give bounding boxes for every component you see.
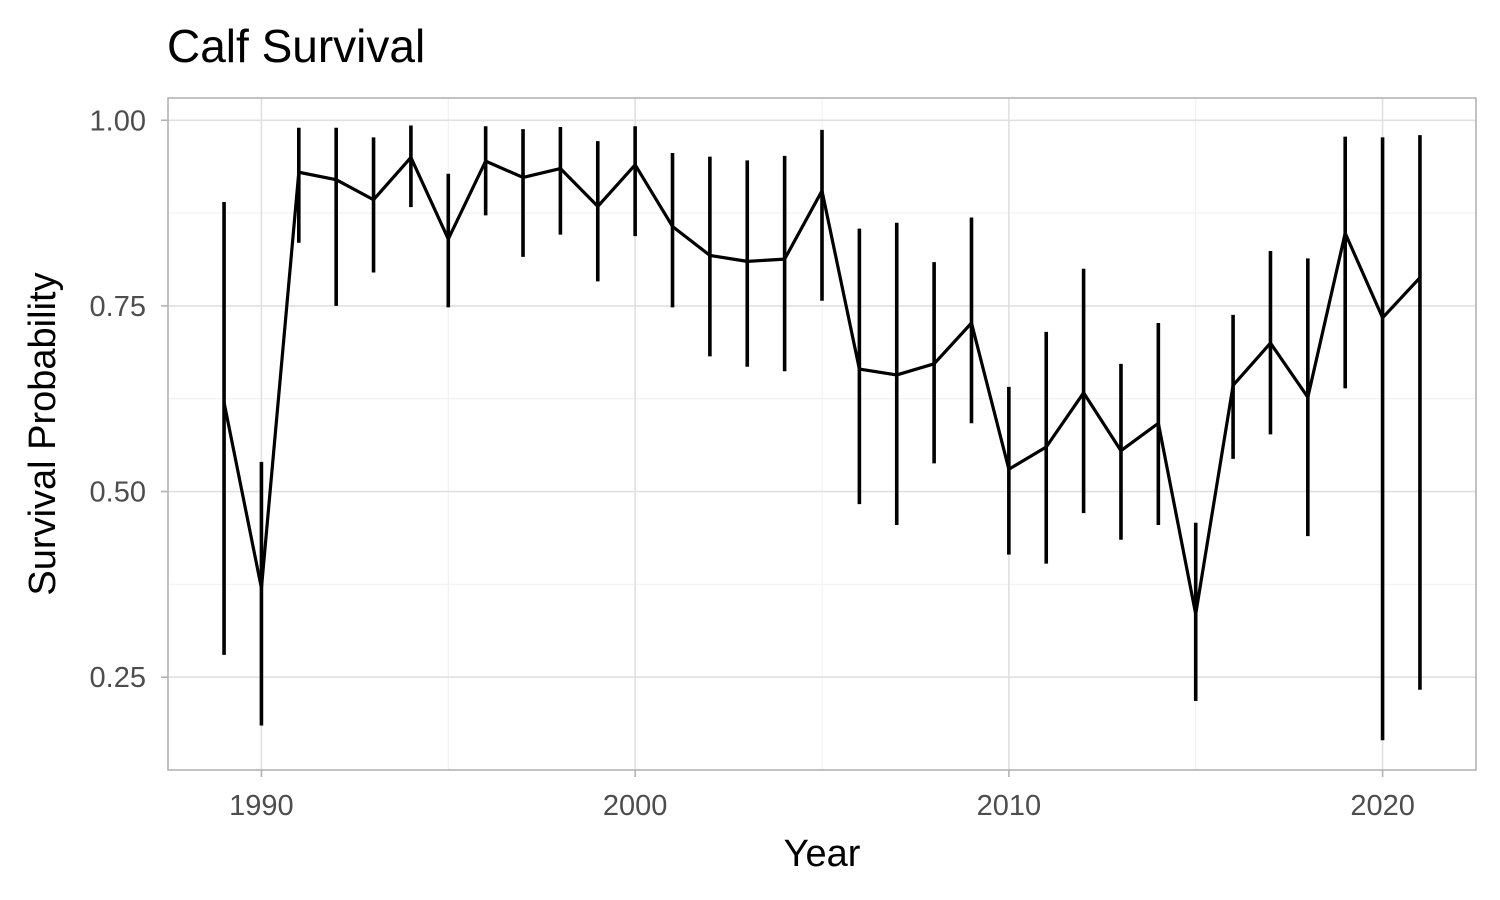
chart-title: Calf Survival — [167, 20, 425, 72]
y-tick-label: 1.00 — [90, 105, 146, 137]
y-tick-label: 0.25 — [90, 662, 146, 694]
x-axis-title: Year — [784, 833, 861, 875]
y-axis-title: Survival Probability — [22, 272, 64, 595]
y-tick-label: 0.75 — [90, 291, 146, 323]
y-axis-ticks: 0.25 0.50 0.75 1.00 — [90, 105, 168, 694]
x-tick-label: 2000 — [603, 790, 668, 822]
x-tick-label: 2020 — [1350, 790, 1415, 822]
x-axis-ticks: 1990 2000 2010 2020 — [229, 770, 1415, 822]
x-tick-label: 2010 — [977, 790, 1042, 822]
y-tick-label: 0.50 — [90, 477, 146, 509]
plot-panel-border — [167, 97, 1477, 771]
x-tick-label: 1990 — [229, 790, 294, 822]
series-line — [222, 155, 1422, 616]
